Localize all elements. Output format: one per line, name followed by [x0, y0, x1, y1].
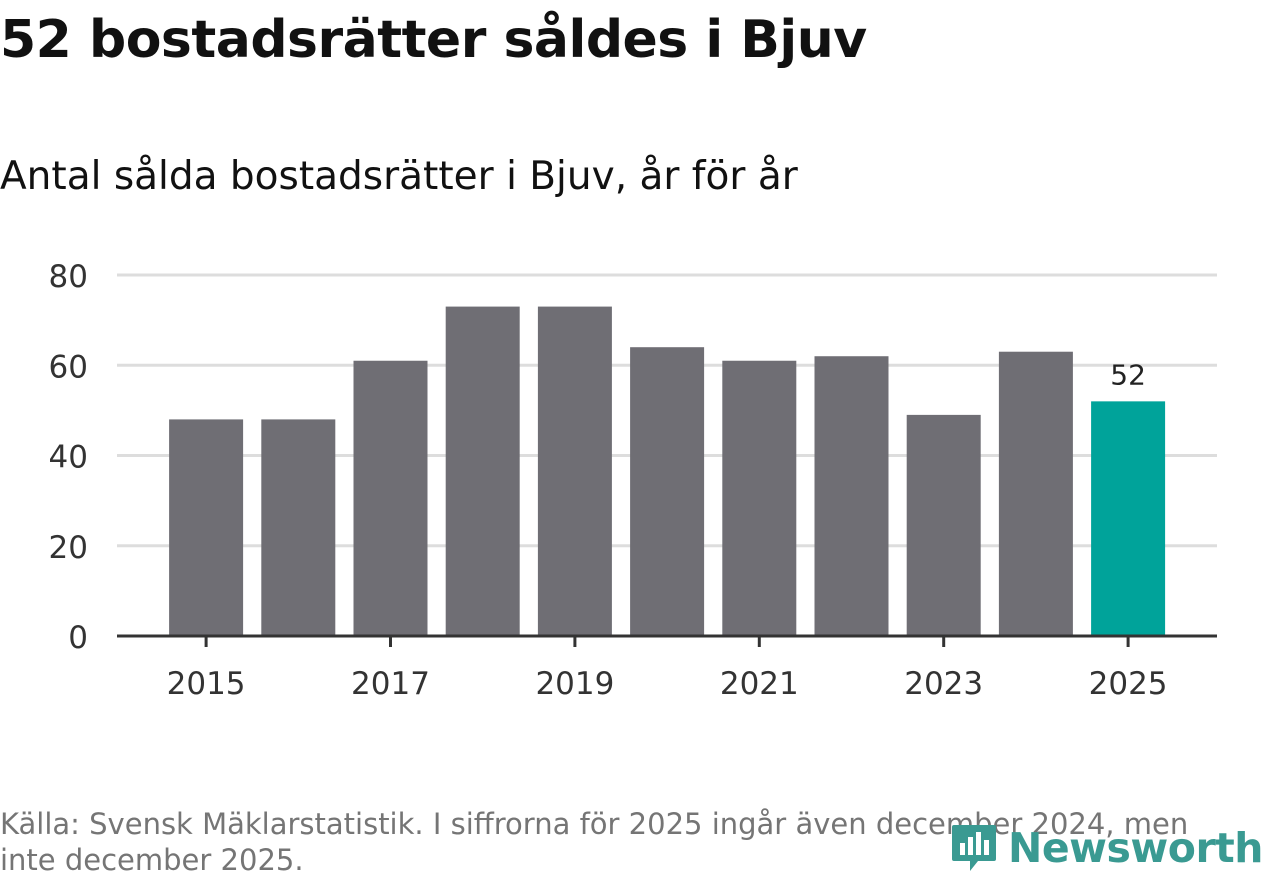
y-tick-label: 80	[49, 259, 88, 295]
bar-2015	[169, 419, 244, 636]
newsworthy-logo: Newsworthy	[950, 818, 1262, 878]
bar-2021	[722, 360, 797, 636]
y-tick-label: 0	[68, 620, 88, 656]
x-tick-label: 2017	[351, 666, 430, 702]
bar-2019	[537, 306, 612, 636]
x-tick-label: 2021	[720, 666, 799, 702]
y-tick-label: 60	[49, 349, 88, 385]
bar-2016	[261, 419, 336, 636]
x-tick-label: 2015	[167, 666, 246, 702]
x-tick-label: 2025	[1089, 666, 1168, 702]
chart-title: 52 bostadsrätter såldes i Bjuv	[0, 10, 867, 70]
chart-subtitle: Antal sålda bostadsrätter i Bjuv, år för…	[0, 154, 798, 199]
bar-2023	[906, 414, 981, 636]
bar-2022	[814, 356, 889, 636]
bar-2018	[445, 306, 520, 636]
source-note: Källa: Svensk Mäklarstatistik. I siffror…	[0, 807, 1189, 877]
y-tick-label: 40	[49, 440, 88, 476]
logo-text: Newsworthy	[1008, 824, 1262, 872]
x-tick-label: 2019	[535, 666, 614, 702]
bar-2024	[998, 351, 1073, 636]
newsworthy-logo-icon	[952, 825, 996, 871]
bar-2025	[1091, 401, 1166, 636]
bar-2020	[630, 347, 705, 636]
data-label: 52	[1110, 358, 1146, 391]
bar-2017	[353, 360, 428, 636]
y-tick-label: 20	[49, 530, 88, 566]
x-tick-label: 2023	[904, 666, 983, 702]
